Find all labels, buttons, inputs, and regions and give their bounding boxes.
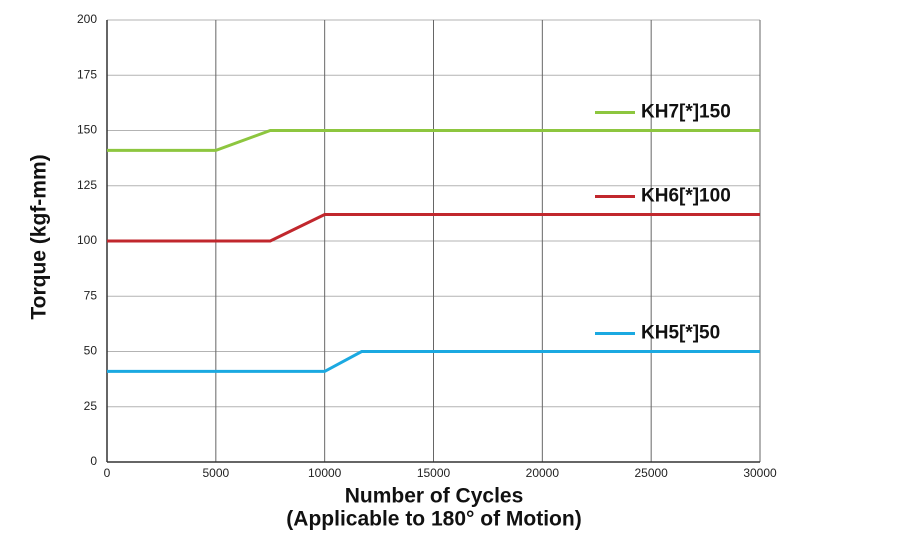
x-tick-label: 30000 [743,466,777,480]
legend-text: KH6[*]100 [641,185,731,206]
y-tick-label: 0 [90,454,97,468]
x-axis-label: (Applicable to 180° of Motion) [286,508,581,531]
y-tick-label: 100 [77,233,97,247]
y-tick-label: 25 [84,399,98,413]
series-line [107,350,760,373]
series-line [107,212,760,243]
y-tick-label: 75 [84,288,98,302]
x-tick-label: 0 [104,466,111,480]
x-axis-label: Number of Cycles [345,485,524,508]
legend-text: KH5[*]50 [641,323,720,344]
y-axis-label: Torque (kgf-mm) [28,154,51,319]
y-tick-label: 175 [77,67,97,81]
y-tick-label: 200 [77,12,97,26]
x-tick-label: 20000 [526,466,560,480]
legend-text: KH7[*]150 [641,102,731,123]
series-line [107,129,760,152]
x-tick-label: 25000 [634,466,668,480]
x-tick-label: 5000 [202,466,229,480]
y-tick-label: 50 [84,344,98,358]
y-tick-label: 125 [77,178,97,192]
x-tick-label: 10000 [308,466,342,480]
y-tick-label: 150 [77,123,97,137]
x-tick-label: 15000 [417,466,451,480]
